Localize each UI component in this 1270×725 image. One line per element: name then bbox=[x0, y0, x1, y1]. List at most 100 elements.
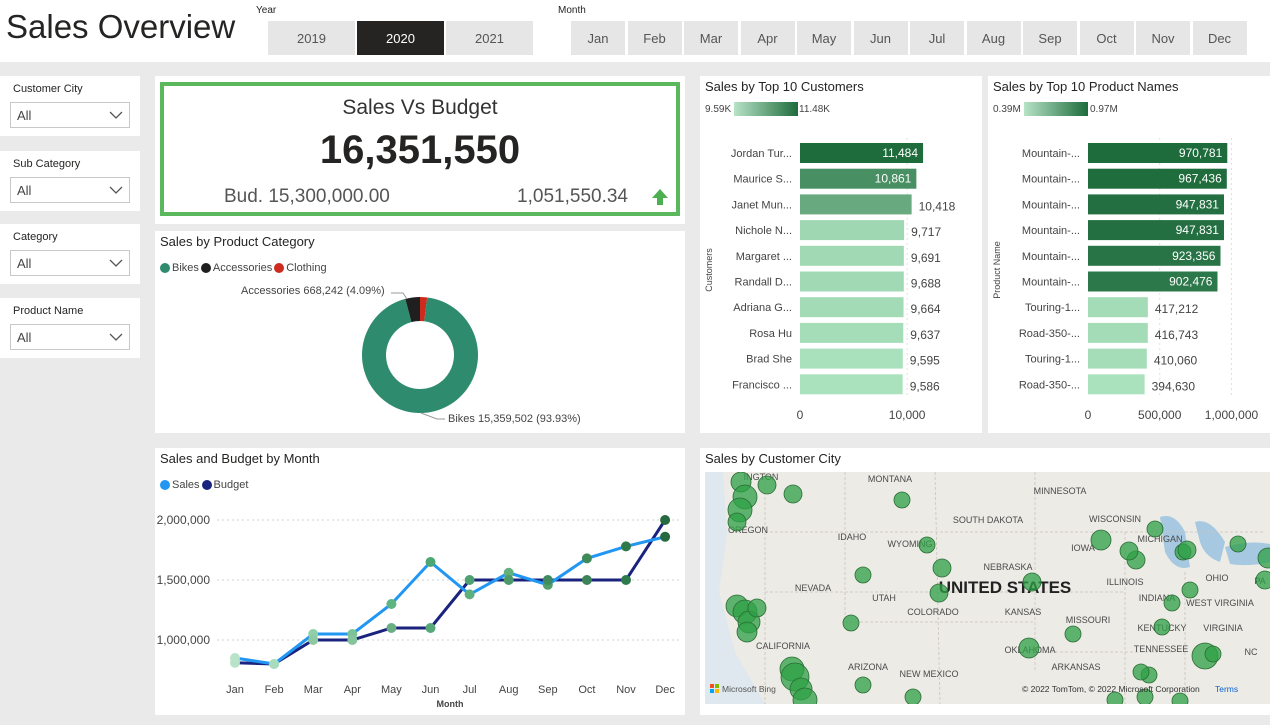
page-title: Sales Overview bbox=[6, 8, 236, 45]
bar bbox=[1088, 194, 1224, 215]
data-label: 947,831 bbox=[1176, 197, 1220, 211]
state-label: OHIO bbox=[1205, 573, 1228, 583]
filter-product-name: Product Name All bbox=[0, 298, 140, 358]
legend-dot bbox=[274, 263, 285, 273]
month-tile-oct[interactable]: Oct bbox=[1079, 21, 1134, 55]
year-tile-2021[interactable]: 2021 bbox=[446, 21, 533, 55]
logo-square bbox=[710, 684, 714, 688]
state-label: TENNESSEE bbox=[1134, 644, 1189, 654]
budget-point bbox=[464, 575, 475, 585]
sales-point bbox=[581, 553, 592, 564]
category-dropdown[interactable]: All bbox=[10, 250, 130, 276]
legend-label: Budget bbox=[213, 479, 249, 491]
month-tile-sep[interactable]: Sep bbox=[1023, 21, 1077, 55]
legend-dot bbox=[200, 263, 211, 273]
state-label: MONTANA bbox=[868, 474, 912, 484]
kpi-budget: Bud. 15,300,000.00 bbox=[224, 186, 390, 207]
category-label: Margaret ... bbox=[736, 251, 792, 263]
kpi-variance: 1,051,550.34 bbox=[517, 186, 628, 207]
arrow-up-icon bbox=[652, 189, 668, 205]
bar bbox=[1088, 168, 1227, 189]
category-label: Maurice S... bbox=[733, 174, 792, 186]
month-tile-aug[interactable]: Aug bbox=[966, 21, 1021, 55]
city-bubble bbox=[1018, 637, 1040, 659]
bar bbox=[800, 271, 904, 292]
terms-link[interactable]: Terms bbox=[1215, 684, 1238, 694]
filter-label: Category bbox=[13, 231, 58, 243]
leader-line bbox=[420, 412, 445, 420]
category-label: Jordan Tur... bbox=[731, 148, 792, 160]
color-scale-bar bbox=[1024, 102, 1088, 116]
y-axis-title: Product Name bbox=[992, 241, 1002, 299]
state-label: KANSAS bbox=[1005, 607, 1042, 617]
customers-chart-card: Sales by Top 10 Customers 9.59K 11.48K 0… bbox=[700, 76, 982, 433]
legend-label: Clothing bbox=[286, 262, 327, 274]
category-label: Mountain-... bbox=[1022, 225, 1080, 237]
x-tick-label: Mar bbox=[304, 684, 323, 696]
chevron-down-icon bbox=[109, 186, 123, 194]
product-name-dropdown[interactable]: All bbox=[10, 324, 130, 350]
month-tile-jan[interactable]: Jan bbox=[571, 21, 625, 55]
sales-point bbox=[464, 589, 475, 600]
legend-item-budget[interactable]: Budget bbox=[201, 479, 249, 491]
state-label: UTAH bbox=[872, 593, 896, 603]
data-label: 9,691 bbox=[911, 251, 941, 265]
legend-item-accessories[interactable]: Accessories bbox=[200, 262, 272, 274]
year-tile-2019[interactable]: 2019 bbox=[268, 21, 355, 55]
month-tile-jun[interactable]: Jun bbox=[853, 21, 908, 55]
legend-item-bikes[interactable]: Bikes bbox=[160, 262, 199, 274]
country-label: UNITED STATES bbox=[939, 578, 1072, 597]
legend-item-sales[interactable]: Sales bbox=[160, 479, 200, 491]
city-bubble bbox=[727, 512, 747, 532]
state-label: IOWA bbox=[1071, 543, 1095, 553]
gradient-min-label: 9.59K bbox=[705, 104, 732, 115]
filter-label: Customer City bbox=[13, 83, 83, 95]
sub-category-dropdown[interactable]: All bbox=[10, 177, 130, 203]
budget-point bbox=[503, 575, 514, 585]
state-label: MISSOURI bbox=[1066, 615, 1111, 625]
sales-line bbox=[234, 535, 666, 666]
header-bar: Sales Overview Year 2019 2020 2021 Month J… bbox=[0, 0, 1270, 62]
city-bubble bbox=[1255, 570, 1270, 590]
budget-point bbox=[347, 635, 358, 645]
y-tick-label: 1,500,000 bbox=[157, 573, 211, 587]
legend-dot bbox=[160, 480, 170, 490]
category-label: Touring-1... bbox=[1025, 354, 1080, 366]
city-sales-map[interactable]: MONTANA MINNESOTA OREGON IDAHO SOUTH DAKOTA W… bbox=[705, 472, 1270, 704]
bar bbox=[1088, 297, 1148, 318]
data-label: 417,212 bbox=[1155, 302, 1199, 316]
legend-item-clothing[interactable]: Clothing bbox=[274, 262, 327, 274]
month-tile-dec[interactable]: Dec bbox=[1192, 21, 1247, 55]
x-tick-label: Dec bbox=[655, 684, 675, 696]
data-label: 967,436 bbox=[1178, 172, 1222, 186]
month-tile-mar[interactable]: Mar bbox=[684, 21, 738, 55]
gradient-max-label: 11.48K bbox=[799, 104, 830, 115]
chevron-down-icon bbox=[109, 111, 123, 119]
month-tile-may[interactable]: May bbox=[797, 21, 851, 55]
dropdown-value: All bbox=[17, 256, 32, 271]
year-tile-2020[interactable]: 2020 bbox=[357, 21, 444, 55]
lake-shape bbox=[1195, 521, 1225, 562]
month-tile-apr[interactable]: Apr bbox=[740, 21, 795, 55]
city-bubble bbox=[1163, 594, 1181, 612]
customers-bar-chart: 0 10,000 Jordan Tur... 11,484 Maurice S... 10… bbox=[704, 138, 956, 422]
data-label: 10,418 bbox=[919, 199, 956, 213]
month-tile-jul[interactable]: Jul bbox=[910, 21, 964, 55]
kpi-card: Sales Vs Budget 16,351,550 Bud. 15,300,0… bbox=[155, 76, 685, 224]
state-label: VIRGINIA bbox=[1203, 623, 1243, 633]
budget-point bbox=[542, 575, 553, 585]
month-tile-feb[interactable]: Feb bbox=[627, 21, 682, 55]
kpi-title: Sales Vs Budget bbox=[342, 96, 498, 119]
category-label: Adriana G... bbox=[733, 302, 792, 314]
data-label: 947,831 bbox=[1176, 223, 1220, 237]
chevron-down-icon bbox=[109, 333, 123, 341]
month-tile-nov[interactable]: Nov bbox=[1136, 21, 1190, 55]
data-label: 410,060 bbox=[1154, 354, 1198, 368]
x-tick-label: Jul bbox=[463, 684, 477, 696]
bar bbox=[800, 322, 904, 343]
budget-point bbox=[269, 659, 280, 669]
data-label: 9,717 bbox=[911, 225, 941, 239]
sales-point bbox=[503, 567, 514, 578]
customer-city-dropdown[interactable]: All bbox=[10, 102, 130, 128]
kpi-value: 16,351,550 bbox=[319, 128, 521, 172]
